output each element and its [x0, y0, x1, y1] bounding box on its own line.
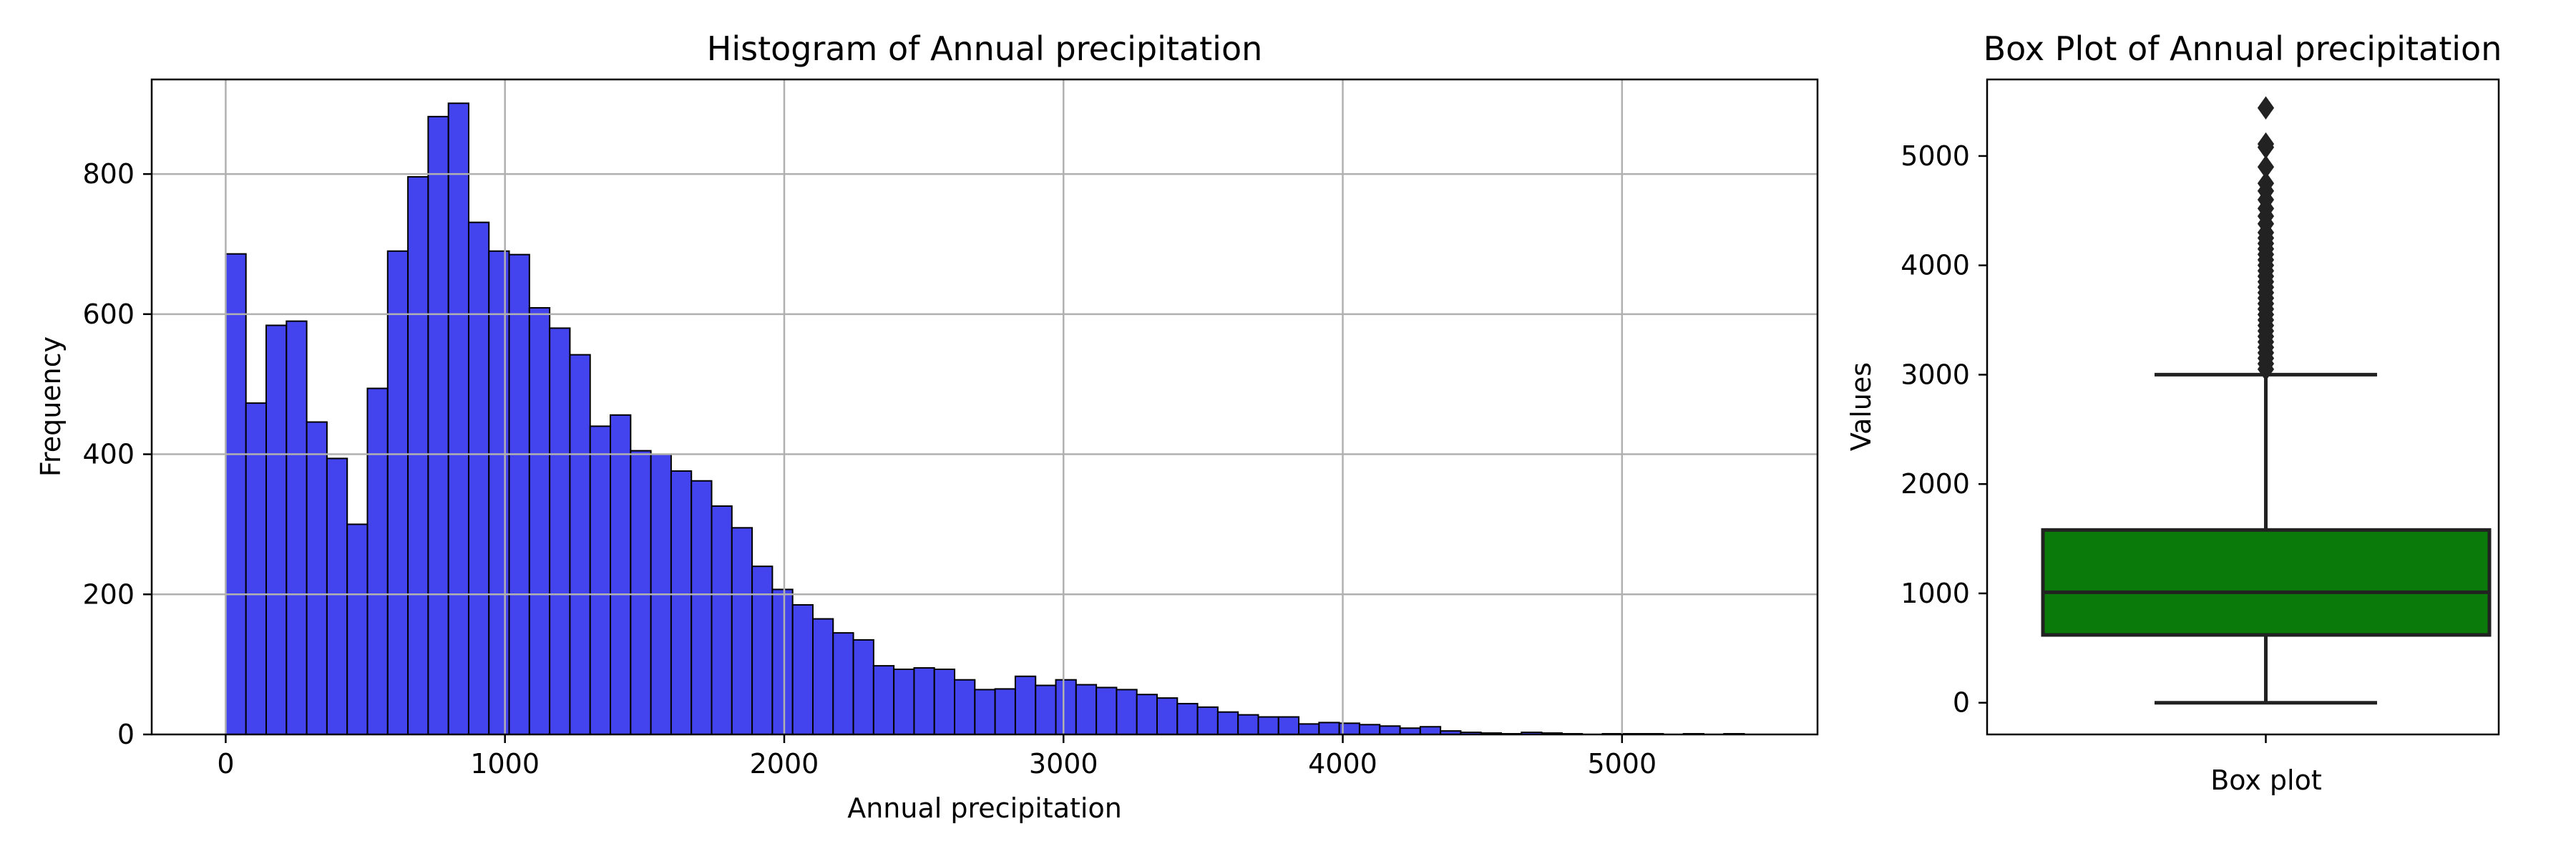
- histogram-bar: [1298, 723, 1320, 736]
- histogram-x-tick-label: 2000: [750, 748, 819, 780]
- histogram-bar: [832, 632, 854, 736]
- histogram-bar: [549, 327, 571, 735]
- histogram-bar: [731, 527, 753, 736]
- histogram-y-tick-label: 0: [117, 719, 135, 750]
- histogram-x-axis-label: Annual precipitation: [847, 792, 1122, 824]
- histogram-bar: [427, 115, 449, 735]
- histogram-bar: [508, 253, 530, 735]
- histogram-bar: [630, 450, 652, 735]
- histogram-bar: [1136, 694, 1158, 735]
- histogram-bar: [386, 250, 409, 736]
- histogram-bar: [1014, 675, 1037, 735]
- histogram-bar: [265, 324, 288, 735]
- histogram-bar: [528, 307, 551, 735]
- histogram-bar: [691, 480, 713, 735]
- histogram-bar: [1096, 686, 1118, 736]
- histogram-bar: [852, 639, 874, 735]
- boxplot-outlier: [2257, 132, 2275, 156]
- histogram-bar: [225, 253, 247, 736]
- histogram-bar: [346, 523, 369, 735]
- histogram-y-tick-label: 400: [82, 439, 135, 470]
- histogram-bar: [447, 102, 469, 736]
- histogram-x-tick-label: 3000: [1029, 748, 1098, 780]
- boxplot-y-tick-label: 3000: [1901, 359, 1970, 390]
- histogram-bar: [954, 679, 976, 736]
- histogram-bar: [610, 414, 632, 736]
- histogram-bar: [751, 566, 774, 735]
- histogram-bar: [1237, 714, 1259, 736]
- histogram-bar: [670, 470, 693, 735]
- histogram-bar: [407, 176, 429, 735]
- histogram-y-tick-label: 200: [82, 578, 135, 610]
- boxplot-title: Box Plot of Annual precipitation: [1984, 29, 2502, 68]
- boxplot-y-tick-label: 0: [1953, 687, 1970, 719]
- boxplot-y-tick-label: 4000: [1901, 250, 1970, 281]
- boxplot-box: [2041, 528, 2492, 637]
- histogram-bar: [994, 688, 1016, 736]
- histogram-bar: [326, 457, 348, 735]
- boxplot-shapes: [2041, 96, 2492, 705]
- boxplot-outlier: [2257, 155, 2275, 179]
- histogram-bar: [286, 320, 308, 736]
- histogram-bar: [913, 667, 935, 736]
- boxplot-y-tick-label: 5000: [1901, 140, 1970, 172]
- histogram-bar: [1257, 716, 1279, 735]
- boxplot-y-tick-label: 2000: [1901, 468, 1970, 500]
- histogram-bar: [933, 668, 956, 736]
- histogram-bar: [569, 354, 591, 736]
- histogram-y-tick-label: 800: [82, 158, 135, 190]
- histogram-bar: [1379, 725, 1401, 736]
- histogram-bar: [1075, 684, 1098, 736]
- histogram-bar: [306, 421, 328, 735]
- histogram-y-axis-label: Frequency: [35, 336, 67, 477]
- histogram-bar: [245, 402, 268, 736]
- histogram-bar: [771, 588, 794, 735]
- boxplot-ticks: 0 1000 2000 3000 4000 5000: [1901, 140, 2267, 743]
- histogram-bar: [974, 689, 996, 735]
- histogram-bar: [893, 668, 915, 736]
- boxplot-x-axis-label: Box plot: [2210, 765, 2322, 796]
- histogram-bar: [711, 505, 733, 735]
- histogram-bar: [1116, 689, 1138, 735]
- histogram-bar: [366, 387, 389, 735]
- histogram-bar: [1035, 684, 1057, 735]
- histogram-x-tick-label: 1000: [470, 748, 540, 780]
- boxplot-chart: 0 1000 2000 3000 4000 5000 Box Plot of Annual…: [1845, 29, 2502, 796]
- histogram-chart: 0 1000 2000 3000 4000 5000 0 200 400 600 800 Histo…: [35, 29, 1819, 824]
- histogram-bar: [1156, 697, 1179, 736]
- histogram-y-tick-label: 600: [82, 299, 135, 330]
- histogram-ticks: 0 1000 2000 3000 4000 5000 0 200 400 600 800: [82, 158, 1657, 780]
- histogram-bar: [1399, 727, 1421, 735]
- boxplot-outlier: [2257, 171, 2275, 195]
- histogram-bar: [1358, 724, 1381, 735]
- histogram-axes-frame: [150, 78, 1819, 736]
- histogram-bar: [1216, 711, 1239, 736]
- histogram-title: Histogram of Annual precipitation: [707, 29, 1263, 68]
- histogram-x-tick-label: 4000: [1308, 748, 1377, 780]
- boxplot-y-tick-label: 1000: [1901, 578, 1970, 609]
- histogram-x-tick-label: 5000: [1587, 748, 1657, 780]
- histogram-bar: [791, 603, 814, 735]
- histogram-bar: [1277, 716, 1300, 735]
- histogram-bars: [152, 79, 1818, 736]
- histogram-x-tick-label: 0: [217, 748, 234, 780]
- histogram-bar: [1176, 702, 1199, 735]
- boxplot-outlier: [2257, 96, 2275, 120]
- histogram-bar: [488, 250, 510, 736]
- histogram-bar: [872, 665, 895, 735]
- histogram-bar: [1196, 706, 1219, 736]
- histogram-bar: [589, 425, 612, 735]
- boxplot-axes-frame: [1986, 78, 2500, 736]
- histogram-bar: [1318, 722, 1340, 736]
- histogram-bar: [467, 221, 490, 735]
- histogram-bar: [1419, 726, 1442, 735]
- boxplot-y-axis-label: Values: [1845, 362, 1877, 451]
- histogram-bar: [1055, 679, 1077, 736]
- histogram-bar: [811, 618, 834, 735]
